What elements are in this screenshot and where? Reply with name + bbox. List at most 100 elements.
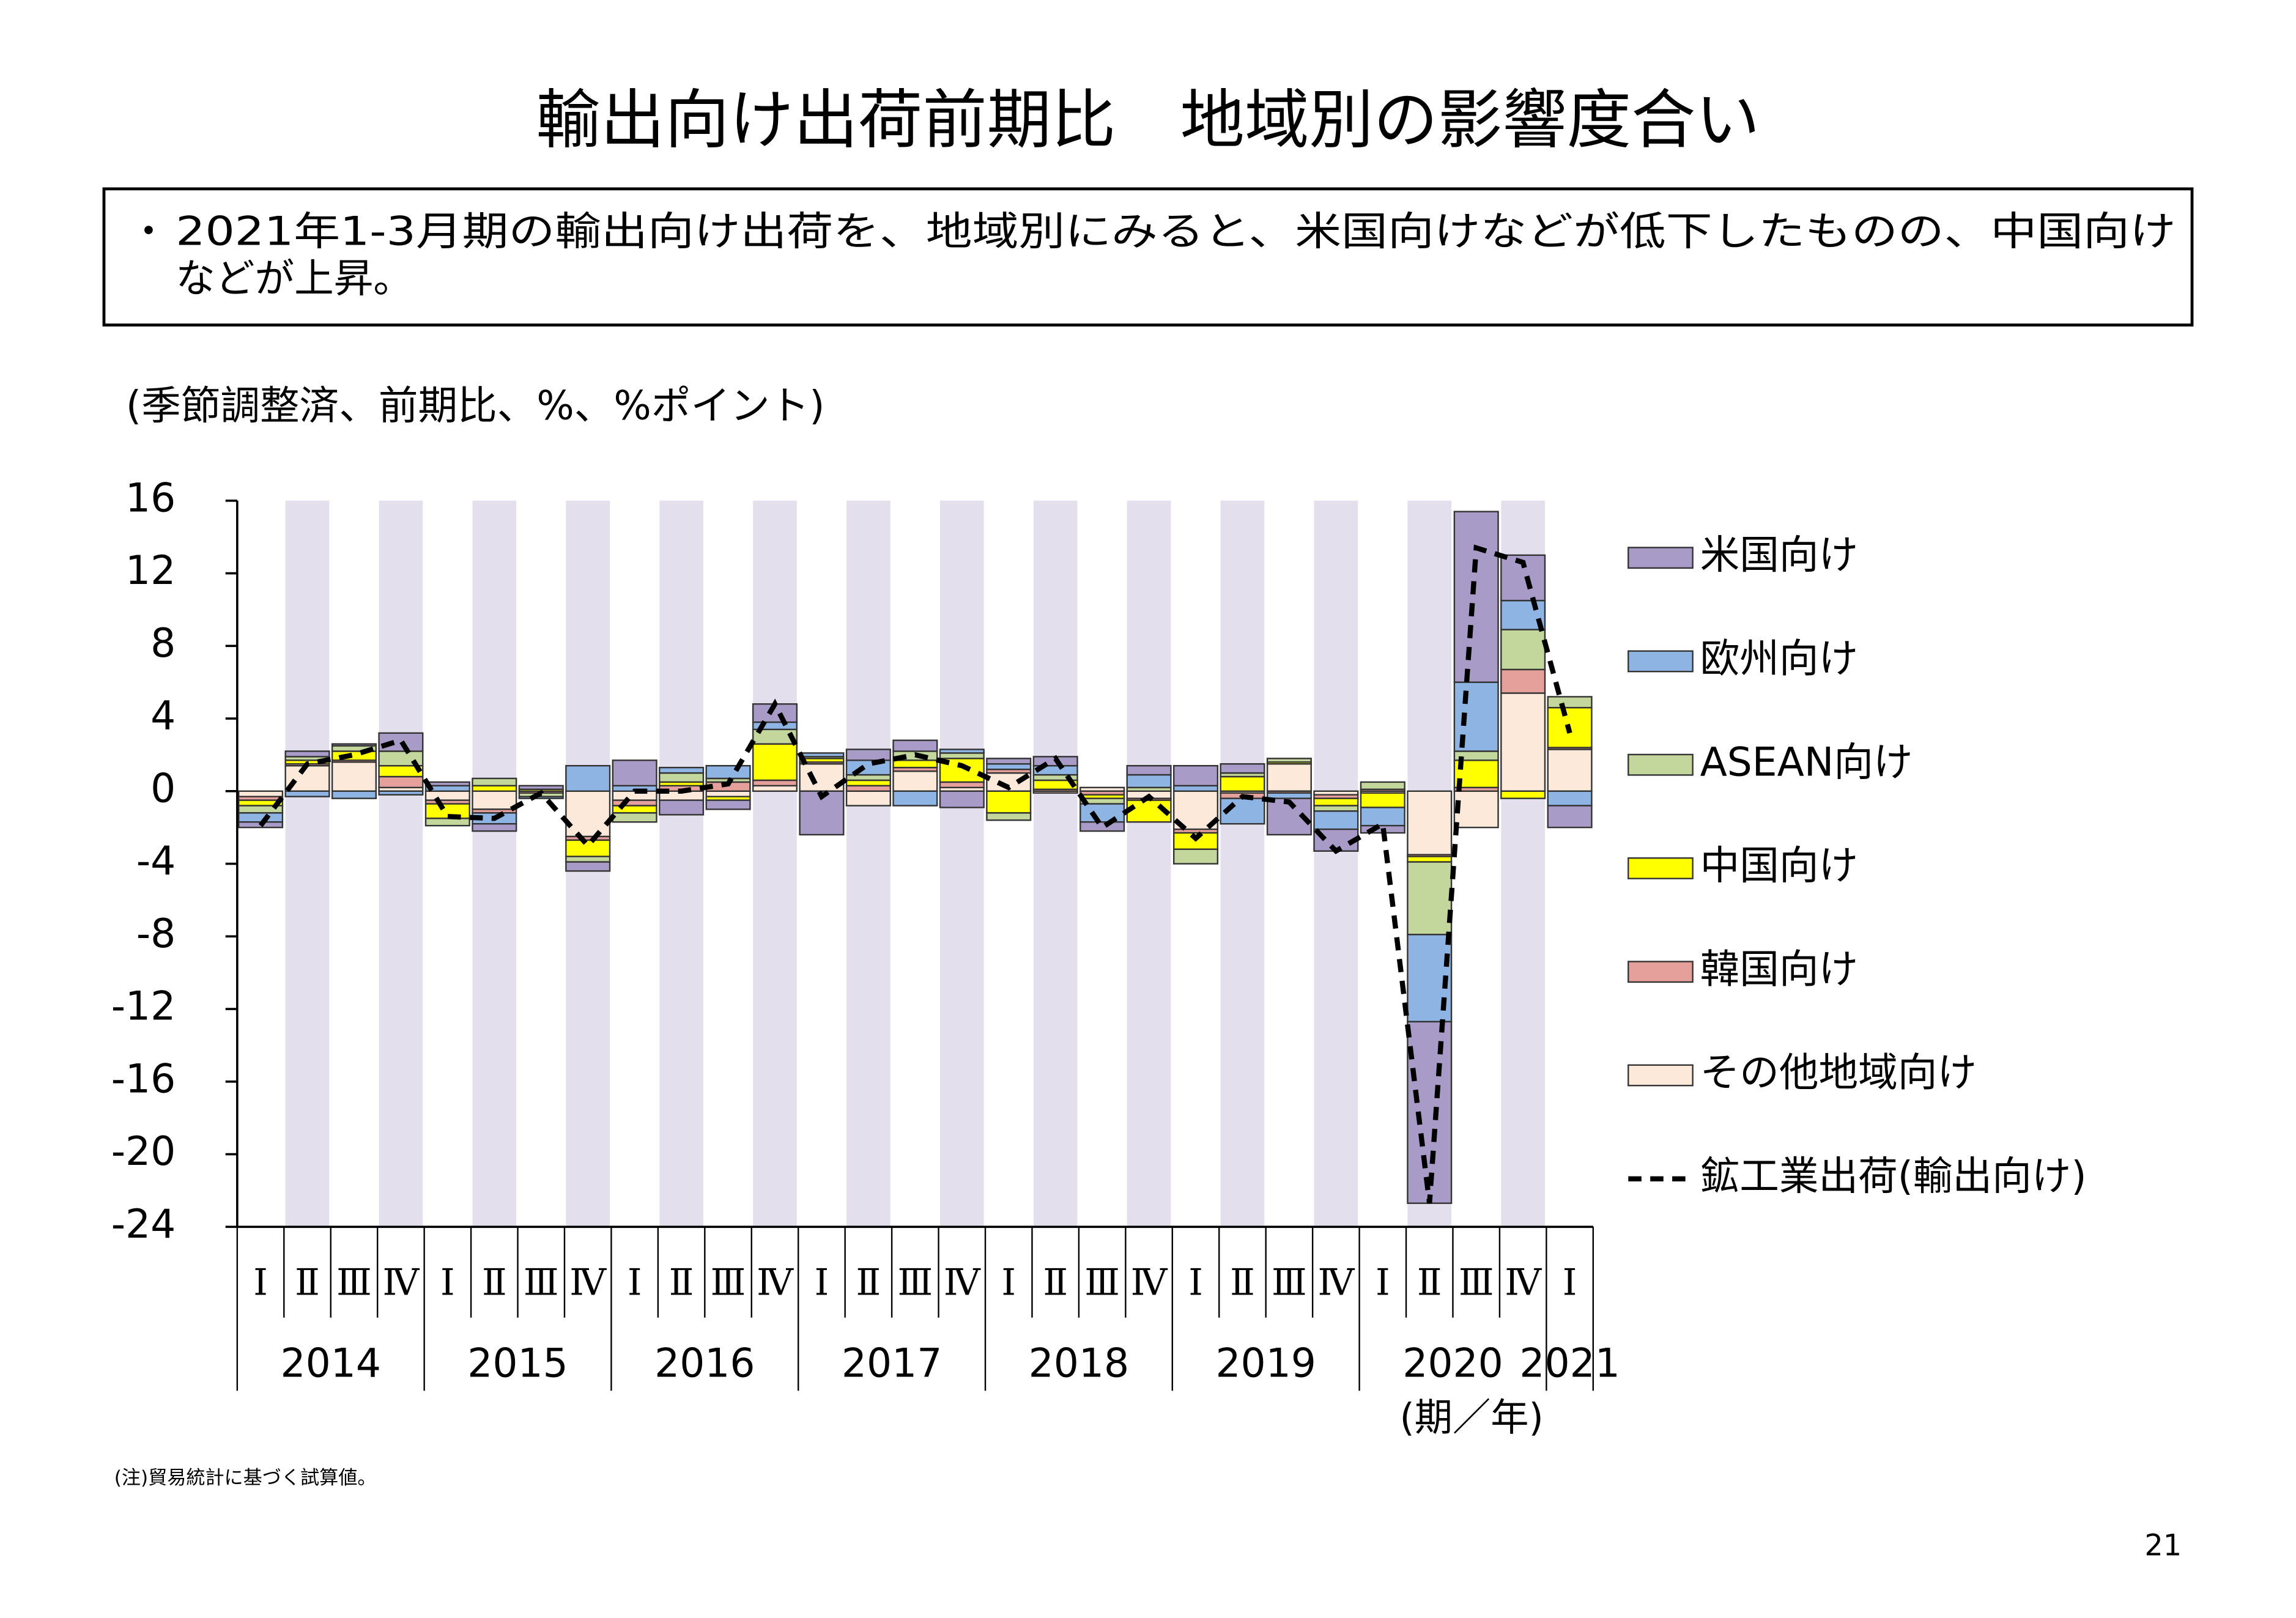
- bar-segment: [424, 803, 470, 819]
- legend-label: 米国向け: [1700, 533, 1859, 578]
- bar-segment: [1266, 763, 1312, 792]
- bar-segment: [1172, 785, 1219, 792]
- legend-label: その他地域向け: [1700, 1050, 1977, 1096]
- x-tick-label: Ⅳ: [1317, 1262, 1355, 1304]
- bar-segment: [705, 765, 751, 780]
- bar-segment: [565, 839, 611, 857]
- bar-segment: [799, 752, 845, 758]
- note: (注)貿易統計に基づく試算値。: [114, 1467, 377, 1489]
- bar-segment: [472, 777, 517, 787]
- legend-swatch: [1628, 650, 1694, 673]
- bar-segment: [1360, 792, 1405, 808]
- x-tick-label: Ⅰ: [628, 1262, 642, 1304]
- bar-segment: [1500, 629, 1546, 671]
- legend-swatch: [1628, 753, 1694, 776]
- page-number: 21: [2144, 1529, 2182, 1563]
- bar-segment: [424, 818, 470, 827]
- x-tick-label: Ⅰ: [1376, 1262, 1390, 1304]
- legend-label: 鉱工業出荷(輸出向け): [1700, 1153, 2087, 1199]
- bar-segment: [378, 775, 424, 789]
- bar-segment: [1172, 848, 1219, 865]
- bar-segment: [238, 812, 284, 823]
- bar-segment: [378, 732, 424, 752]
- shade-band: [1314, 500, 1358, 1227]
- bar-segment: [986, 812, 1032, 821]
- bar-segment: [612, 759, 657, 787]
- year-label: 2015: [467, 1340, 568, 1386]
- bar-segment: [659, 772, 705, 783]
- year-label: 2020: [1402, 1340, 1503, 1386]
- bar-segment: [1266, 758, 1312, 763]
- x-tick-label: Ⅰ: [253, 1262, 268, 1304]
- bar-segment: [284, 750, 330, 758]
- bar-segment: [892, 790, 938, 807]
- bar-segment: [565, 765, 611, 792]
- bar-segment: [1500, 668, 1546, 694]
- bar-segment: [705, 799, 751, 810]
- bar-segment: [892, 770, 938, 792]
- y-tick-label: -16: [111, 1056, 176, 1102]
- bar-segment: [845, 774, 891, 781]
- bar-segment: [565, 855, 611, 863]
- y-tick-label: 8: [150, 621, 176, 667]
- y-tick-label: 16: [125, 475, 176, 521]
- bar-segment: [1220, 763, 1265, 774]
- x-tick-label: Ⅱ: [1043, 1262, 1068, 1304]
- summary-box: [102, 187, 2194, 327]
- x-tick-label: Ⅲ: [711, 1262, 746, 1304]
- shade-band: [1220, 500, 1265, 1227]
- line-series: [258, 544, 1572, 1204]
- unit-label: (季節調整済、前期比、%、%ポイント): [126, 383, 825, 429]
- legend-label: 中国向け: [1700, 843, 1859, 889]
- bar-segment: [939, 781, 985, 789]
- bar-segment: [1500, 790, 1546, 799]
- shade-band: [659, 500, 703, 1227]
- year-label: 2017: [842, 1340, 942, 1386]
- bar-segment: [1172, 765, 1219, 787]
- bar-segment: [378, 790, 424, 796]
- x-tick-label: Ⅳ: [757, 1262, 794, 1304]
- bar-segment: [892, 759, 938, 769]
- legend-swatch: [1628, 961, 1694, 983]
- bar-segment: [939, 752, 985, 759]
- shade-band: [753, 500, 797, 1227]
- bar-segment: [565, 861, 611, 872]
- legend-swatch: [1628, 547, 1694, 569]
- x-tick-label: Ⅲ: [897, 1262, 933, 1304]
- x-tick-label: Ⅱ: [295, 1262, 320, 1304]
- bar-segment: [1126, 774, 1172, 789]
- x-tick-label: Ⅳ: [1131, 1262, 1168, 1304]
- bar-segment: [986, 758, 1032, 765]
- shade-band: [1033, 500, 1078, 1227]
- year-label: 2014: [281, 1340, 381, 1386]
- bar-segment: [986, 763, 1032, 770]
- y-tick-label: -4: [136, 838, 176, 884]
- x-tick-label: Ⅱ: [669, 1262, 694, 1304]
- bar-segment: [705, 790, 751, 797]
- slide-title: 輸出向け出荷前期比 地域別の影響度合い: [536, 82, 1760, 157]
- bar-segment: [986, 790, 1032, 814]
- bar-segment: [1266, 792, 1312, 799]
- bar-segment: [1126, 765, 1172, 776]
- summary-line: などが上昇。: [176, 256, 413, 301]
- bar-segment: [1547, 790, 1593, 807]
- x-tick-label: Ⅳ: [383, 1262, 420, 1304]
- bar-segment: [752, 743, 798, 781]
- bar-segment: [1547, 707, 1593, 748]
- x-tick-label: Ⅳ: [944, 1262, 981, 1304]
- x-tick-label: Ⅱ: [1417, 1262, 1442, 1304]
- bar-segment: [612, 799, 657, 807]
- bar-segment: [284, 790, 330, 797]
- bar-segment: [1360, 781, 1405, 791]
- bar-segment: [1453, 511, 1499, 683]
- bar-segment: [659, 799, 705, 816]
- legend-label: 欧州向け: [1700, 636, 1859, 682]
- bar-segment: [799, 763, 845, 792]
- bar-segment: [1407, 861, 1453, 936]
- y-tick-label: -20: [111, 1129, 176, 1175]
- x-tick-label: Ⅲ: [336, 1262, 372, 1304]
- year-label: 2019: [1215, 1340, 1316, 1386]
- bar-segment: [1500, 692, 1546, 792]
- bar-segment: [612, 812, 657, 823]
